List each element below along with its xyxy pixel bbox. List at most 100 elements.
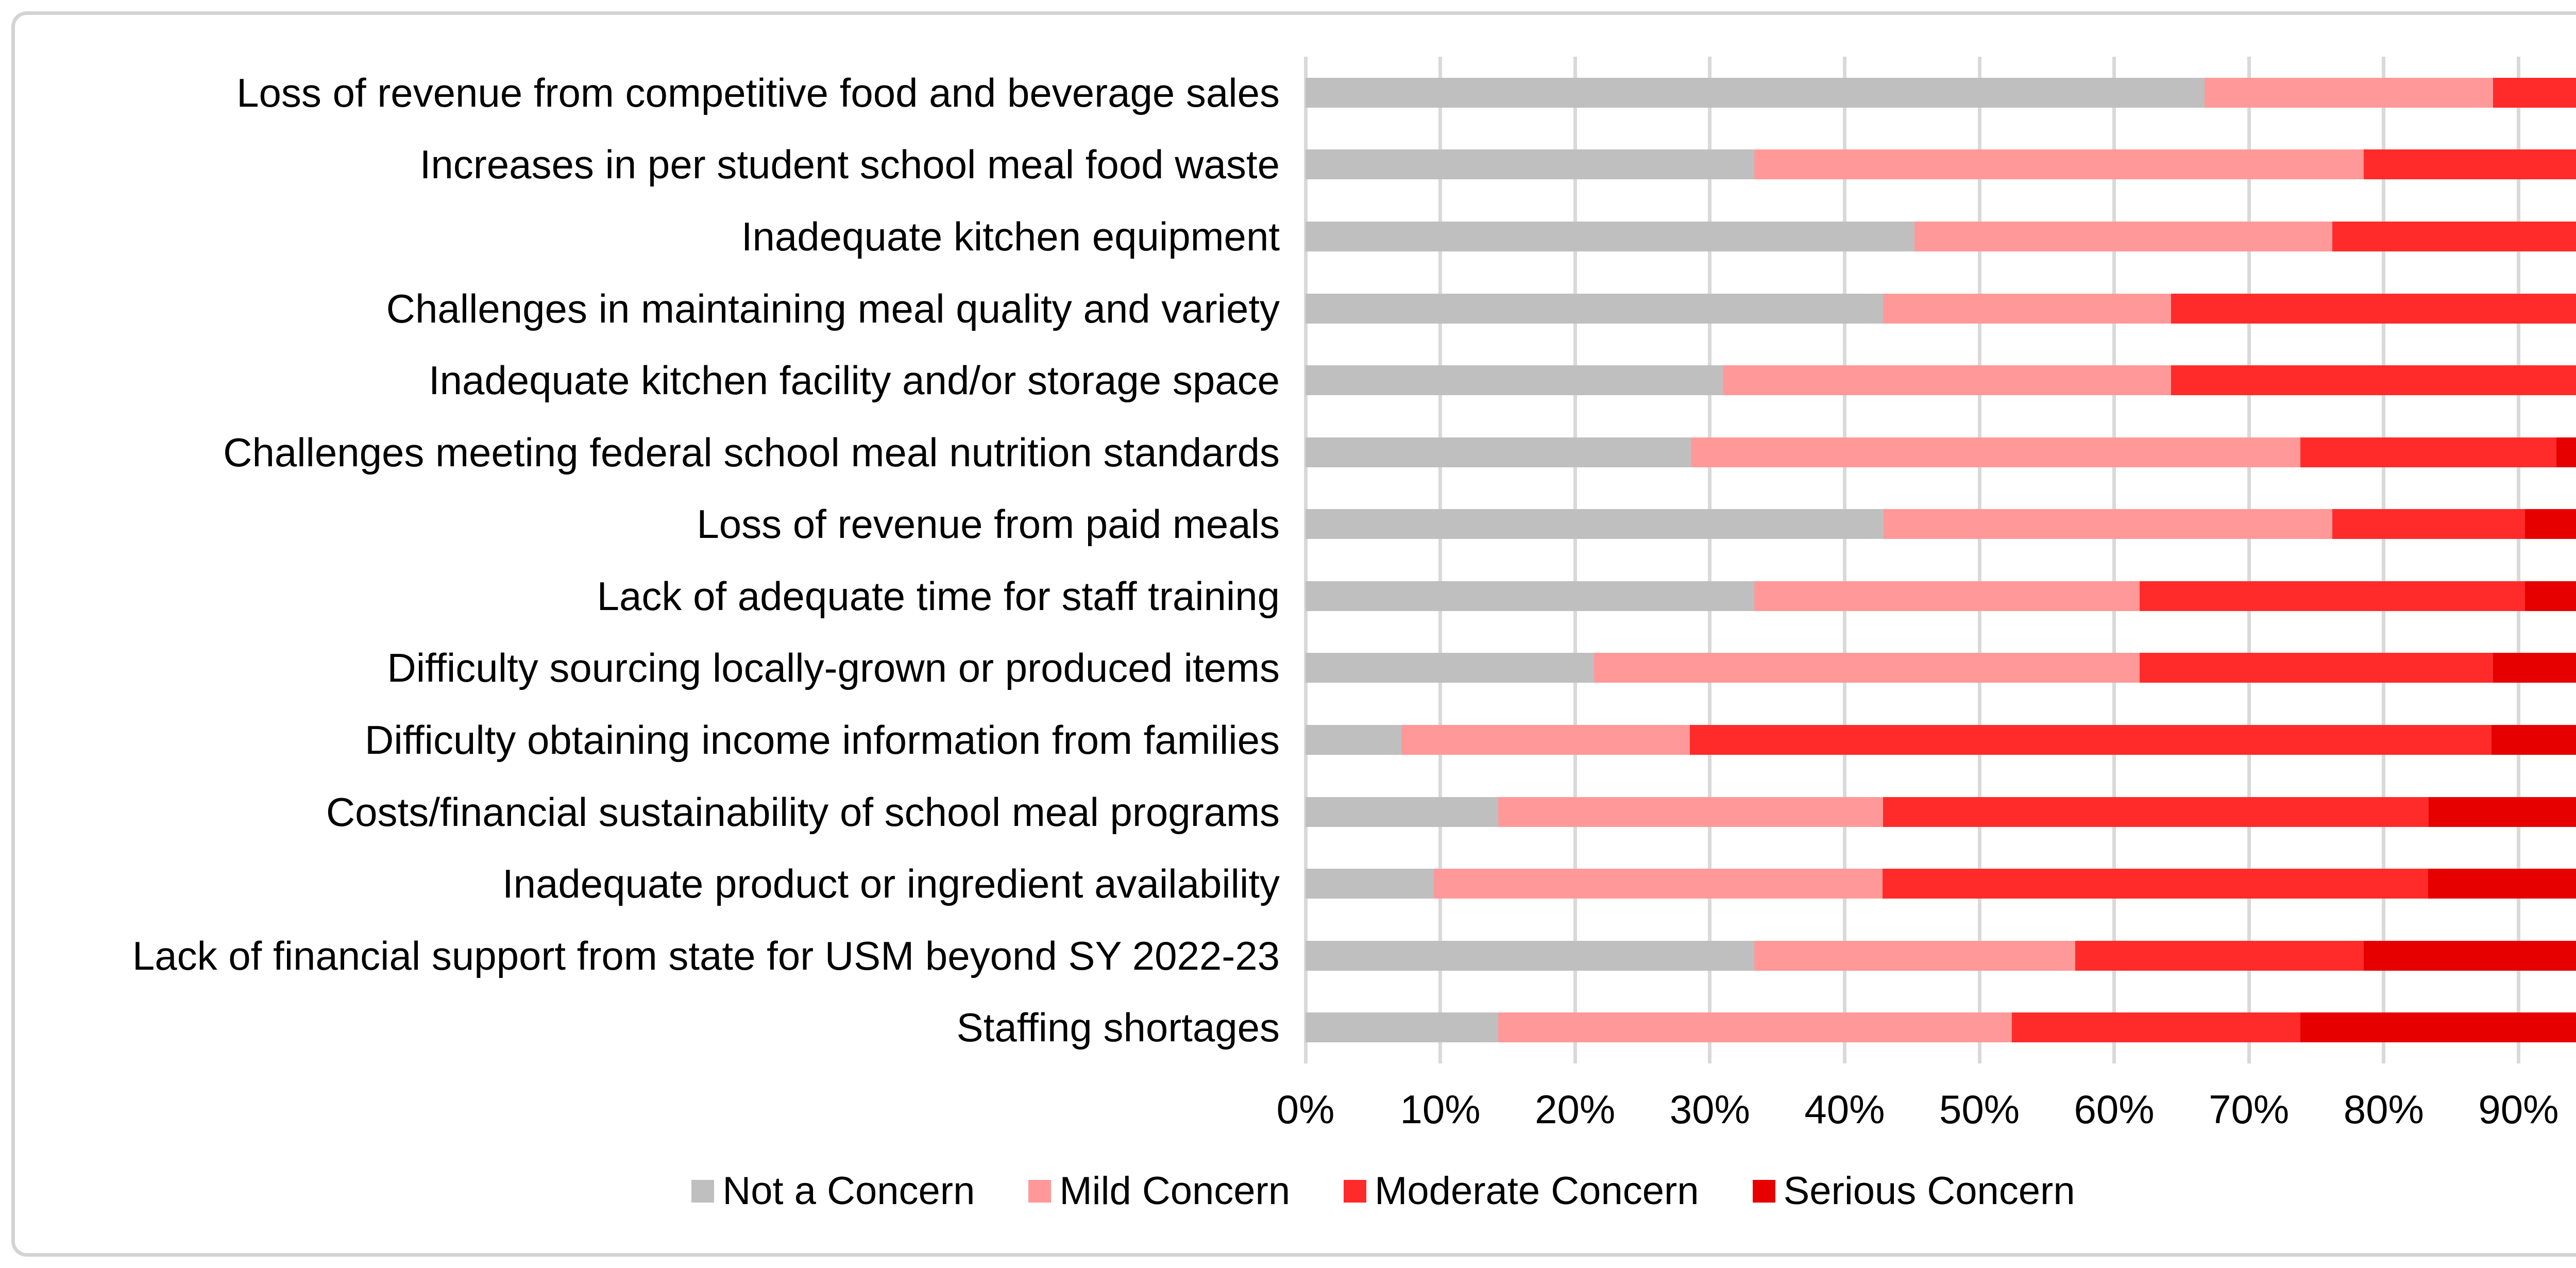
bar-segment-not-a-concern — [1306, 365, 1723, 396]
bar-segment-moderate-concern — [2171, 365, 2576, 396]
category-label: Lack of financial support from state for… — [132, 933, 1280, 978]
bar-segment-serious-concern — [2428, 797, 2576, 827]
legend-item-mild-concern: Mild Concern — [1028, 1172, 1290, 1211]
x-tick-label: 40% — [1804, 1087, 1885, 1132]
bar-segment-serious-concern — [2363, 940, 2576, 971]
stacked-bar — [1306, 653, 2576, 683]
bar-segment-moderate-concern — [2332, 221, 2576, 251]
x-tick-label: 90% — [2478, 1087, 2559, 1132]
bar-segment-mild-concern — [1498, 1012, 2012, 1043]
bar-row — [1306, 57, 2576, 129]
legend-label: Serious Concern — [1783, 1169, 2075, 1213]
category-label: Inadequate product or ingredient availab… — [502, 861, 1280, 907]
category-label: Difficulty sourcing locally-grown or pro… — [387, 645, 1280, 691]
bar-row — [1306, 488, 2576, 560]
x-tick-label: 80% — [2343, 1087, 2424, 1132]
bar-segment-serious-concern — [2525, 581, 2576, 611]
stacked-bar — [1306, 1012, 2576, 1043]
gridline — [2382, 57, 2386, 1063]
stacked-bar — [1306, 437, 2576, 467]
x-tick-label: 70% — [2209, 1087, 2290, 1132]
stacked-bar — [1306, 293, 2576, 324]
gridline — [1573, 57, 1577, 1063]
category-label: Loss of revenue from competitive food an… — [236, 70, 1280, 115]
legend-swatch — [1752, 1180, 1775, 1203]
x-tick-label: 10% — [1400, 1087, 1481, 1132]
bar-row — [1306, 129, 2576, 201]
bar-segment-not-a-concern — [1306, 724, 1401, 755]
legend-label: Mild Concern — [1059, 1169, 1291, 1213]
bar-row — [1306, 416, 2576, 488]
bar-row — [1306, 848, 2576, 920]
bar-segment-moderate-concern — [1883, 797, 2429, 827]
category-label: Staffing shortages — [956, 1005, 1280, 1051]
bar-segment-moderate-concern — [2011, 1012, 2300, 1043]
bar-row — [1306, 560, 2576, 632]
gridline — [1303, 57, 1308, 1063]
bar-segment-mild-concern — [1723, 365, 2172, 396]
bar-segment-not-a-concern — [1306, 149, 1755, 180]
bar-segment-mild-concern — [1401, 724, 1690, 755]
bar-segment-moderate-concern — [2300, 437, 2556, 467]
stacked-bar — [1306, 940, 2576, 971]
bar-segment-serious-concern — [2556, 437, 2576, 467]
gridline — [1977, 57, 1981, 1063]
bar-segment-not-a-concern — [1306, 940, 1755, 971]
stacked-bar — [1306, 869, 2576, 899]
x-tick-label: 30% — [1669, 1087, 1750, 1132]
category-label: Inadequate kitchen facility and/or stora… — [428, 358, 1280, 403]
legend: Not a Concern Mild Concern Moderate Concer… — [0, 1165, 2576, 1217]
stacked-bar — [1306, 724, 2576, 755]
stacked-bar — [1306, 77, 2576, 108]
bar-segment-not-a-concern — [1306, 509, 1884, 539]
bar-segment-moderate-concern — [2332, 509, 2526, 539]
x-axis: 0%10%20%30%40%50%60%70%80%90%100% — [1277, 1081, 2576, 1138]
bar-segment-mild-concern — [2204, 77, 2493, 108]
x-tick-label: 20% — [1535, 1087, 1616, 1132]
bar-segment-serious-concern — [2492, 724, 2576, 755]
bar-row — [1306, 273, 2576, 345]
bar-segment-not-a-concern — [1306, 869, 1434, 899]
category-label: Loss of revenue from paid meals — [697, 501, 1280, 547]
bar-segment-serious-concern — [2525, 509, 2576, 539]
bar-segment-mild-concern — [1754, 149, 2364, 180]
bar-segment-moderate-concern — [2363, 149, 2576, 180]
bar-segment-moderate-concern — [2171, 293, 2576, 324]
bar-segment-moderate-concern — [2140, 581, 2526, 611]
category-label: Challenges in maintaining meal quality a… — [386, 285, 1280, 331]
legend-label: Not a Concern — [722, 1169, 975, 1213]
x-tick-label: 50% — [1939, 1087, 2020, 1132]
legend-label: Moderate Concern — [1375, 1169, 1699, 1213]
bar-row — [1306, 344, 2576, 416]
bar-segment-not-a-concern — [1306, 1012, 1499, 1043]
category-label: Costs/financial sustainability of school… — [326, 789, 1280, 835]
category-label: Increases in per student school meal foo… — [419, 142, 1280, 188]
bar-segment-moderate-concern — [1689, 724, 2492, 755]
bar-segment-moderate-concern — [2140, 653, 2493, 683]
x-tick-label: 0% — [1276, 1087, 1335, 1132]
stacked-bar — [1306, 509, 2576, 539]
bar-row — [1306, 776, 2576, 848]
legend-swatch — [1344, 1180, 1367, 1203]
bar-segment-serious-concern — [2493, 653, 2576, 683]
bar-segment-not-a-concern — [1306, 77, 2205, 108]
gridline — [1842, 57, 1846, 1063]
bar-segment-not-a-concern — [1306, 797, 1498, 827]
bar-segment-mild-concern — [1754, 940, 2075, 971]
bar-segment-not-a-concern — [1306, 653, 1594, 683]
bar-segment-not-a-concern — [1306, 581, 1755, 611]
stacked-bar — [1306, 581, 2576, 611]
bar-row — [1306, 704, 2576, 776]
gridline — [2112, 57, 2116, 1063]
bar-row — [1306, 200, 2576, 273]
bar-segment-not-a-concern — [1306, 293, 1884, 324]
bar-segment-serious-concern — [2300, 1012, 2576, 1043]
stacked-bar — [1306, 221, 2576, 251]
bar-segment-not-a-concern — [1306, 437, 1691, 467]
category-label: Difficulty obtaining income information … — [365, 717, 1280, 763]
gridline — [2247, 57, 2251, 1063]
bar-segment-mild-concern — [1883, 293, 2172, 324]
category-label: Lack of adequate time for staff training — [597, 573, 1280, 619]
gridline — [2516, 57, 2520, 1063]
bar-row — [1306, 992, 2576, 1064]
